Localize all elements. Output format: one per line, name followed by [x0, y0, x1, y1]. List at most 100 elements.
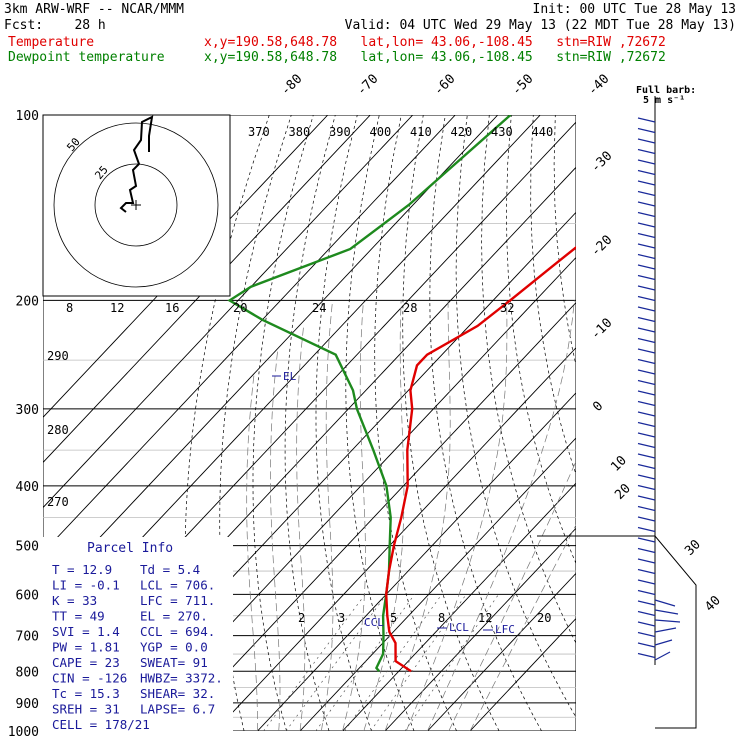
forecast-hour: Fcst: 28 h: [4, 18, 106, 33]
parcel-info-right: SHEAR= 32.: [140, 686, 215, 701]
wind-barb: [637, 190, 656, 197]
wind-barb: [637, 631, 656, 638]
moist-adiabat-line: [296, 325, 306, 731]
wind-barb: [637, 306, 656, 312]
wind-barb: [637, 589, 656, 596]
dewpoint-legend-info: x,y=190.58,648.78 lat,lon= 43.06,-108.45…: [204, 50, 666, 65]
moist-adiabat-line: [363, 300, 405, 731]
wind-barb: [637, 537, 656, 543]
wind-barb: [637, 379, 656, 386]
wind-barb: [637, 453, 656, 459]
parcel-info-left: LI = -0.1: [52, 578, 120, 593]
moist-adiabat-line: [448, 460, 576, 731]
parcel-info-title: Parcel Info: [87, 541, 173, 556]
wind-barb: [637, 253, 656, 260]
theta-label: 440: [532, 125, 554, 139]
moist-adiabat-line: [320, 300, 334, 731]
parcel-info-left: T = 12.9: [52, 562, 112, 577]
parcel-info-left: TT = 49: [52, 609, 105, 624]
isotherm-line: [43, 115, 371, 464]
wind-barb-low: [654, 599, 681, 661]
wind-barb: [637, 138, 656, 144]
mixing-ratio-line: [263, 594, 366, 731]
wind-barb: [637, 432, 656, 438]
theta-label: 430: [491, 125, 513, 139]
pressure-tick-label: 300: [16, 403, 39, 418]
isotherm-line: [469, 617, 576, 731]
dry-adiabat-line: [402, 115, 500, 731]
theta-label: 380: [289, 125, 311, 139]
hodograph-trace: [119, 115, 154, 213]
mixing-ratio-label: 8: [438, 611, 445, 625]
valid-time: Valid: 04 UTC Wed 29 May 13 (22 MDT Tue …: [344, 18, 736, 33]
lcl-lfc-marker-line: [437, 627, 493, 631]
isotherm-label: 40: [702, 593, 724, 615]
isotherm-label: -80: [278, 72, 305, 99]
wind-barb: [637, 117, 656, 123]
isotherm-line: [299, 437, 576, 731]
isotherm-label: 30: [682, 537, 704, 559]
parcel-info-right: LAPSE= 6.7: [140, 702, 215, 717]
temperature-series-line: [384, 245, 576, 673]
dry-adiabat-line: [374, 115, 457, 731]
dry-adiabat-label: 270: [47, 495, 69, 509]
dry-adiabat-line: [530, 115, 576, 476]
parcel-info-right: SWEAT= 91: [140, 655, 208, 670]
isotherm-label: -50: [509, 72, 536, 99]
parcel-info-right: LCL = 706.: [140, 578, 215, 593]
mixing-ratio-line: [285, 594, 387, 731]
wind-barb: [637, 568, 656, 575]
wind-barb: [637, 358, 656, 365]
upper-scale-label: 8: [66, 301, 73, 315]
dry-adiabat-label: 290: [47, 349, 69, 363]
wind-barb: [637, 442, 656, 449]
moist-adiabat-line: [270, 349, 281, 731]
parcel-info-right: YGP = 0.0: [140, 640, 208, 655]
parcel-info-left: PW = 1.81: [52, 640, 120, 655]
isotherm-line: [43, 115, 329, 418]
wind-barb: [637, 600, 656, 606]
mixing-ratio-line: [344, 594, 443, 731]
parcel-info-left: Tc = 15.3: [52, 686, 120, 701]
parcel-info-right: CCL = 694.: [140, 624, 215, 639]
wind-barb: [637, 610, 656, 617]
isotherm-label: 10: [608, 453, 630, 475]
dry-adiabat-line: [687, 115, 740, 731]
parcel-info-left: CIN = -126: [52, 671, 127, 686]
pressure-tick-label: 600: [16, 588, 39, 603]
isotherm-line: [214, 347, 576, 731]
wind-barb: [637, 505, 656, 512]
isotherm-label: -70: [354, 72, 381, 99]
isotherm-line: [43, 115, 414, 509]
upper-scale-label: 20: [233, 301, 247, 315]
wind-barb: [637, 148, 656, 155]
wind-barb: [637, 211, 656, 218]
wind-barb: [637, 652, 656, 659]
barb-legend-value: 5 m s⁻¹: [643, 95, 685, 106]
wind-barb: [637, 579, 656, 585]
wind-barb: [637, 274, 656, 281]
wind-barb: [637, 264, 656, 270]
theta-label: 410: [410, 125, 432, 139]
moist-adiabat-line: [427, 300, 575, 731]
upper-scale-label: 28: [403, 301, 417, 315]
isotherm-label: -10: [588, 316, 615, 343]
parcel-info-right: Td = 5.4: [140, 562, 200, 577]
wind-barb: [637, 180, 656, 186]
wind-barb: [637, 201, 656, 207]
mixing-ratio-line: [370, 594, 467, 731]
mixing-ratio-label: 2: [298, 611, 305, 625]
upper-scale-label: 12: [110, 301, 124, 315]
wind-barb: [637, 621, 656, 627]
dry-adiabat-line: [345, 115, 415, 731]
dry-adiabat-line: [284, 115, 336, 731]
upper-scale-label: 24: [312, 301, 326, 315]
parcel-info-right: HWBZ= 3372.: [140, 671, 223, 686]
dry-adiabat-line: [731, 115, 740, 731]
mixing-ratio-label: 3: [338, 611, 345, 625]
hodograph-center-icon: [131, 200, 141, 210]
mixing-ratio-label: 5: [390, 611, 397, 625]
isotherm-label: -20: [588, 233, 615, 260]
wind-barb: [637, 348, 656, 354]
